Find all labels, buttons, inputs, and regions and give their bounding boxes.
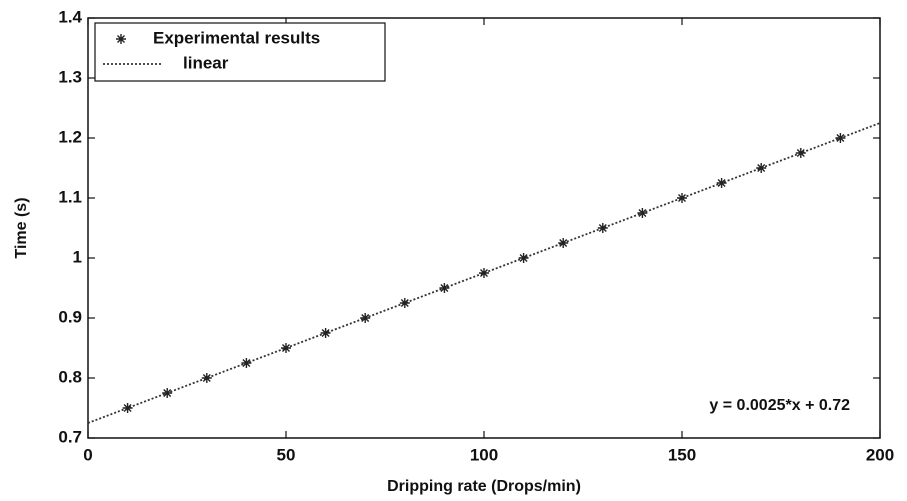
y-tick-label: 1.2 [58, 127, 82, 146]
data-point [439, 283, 450, 293]
data-point [558, 238, 569, 248]
data-point [399, 298, 410, 308]
y-tick-label: 0.7 [58, 427, 82, 446]
legend-label: linear [183, 53, 229, 72]
x-tick-label: 100 [470, 445, 498, 464]
data-point [756, 163, 767, 173]
annotation: y = 0.0025*x + 0.72 [709, 397, 850, 414]
data-point [320, 328, 331, 338]
data-point [597, 223, 608, 233]
y-tick-label: 0.9 [58, 307, 82, 326]
fit-line [87, 122, 881, 424]
y-tick-label: 1.3 [58, 67, 82, 86]
y-tick-label: 0.8 [58, 367, 82, 386]
data-point [360, 313, 371, 323]
data-point [637, 208, 648, 218]
data-point [518, 253, 529, 263]
x-tick-label: 0 [83, 445, 92, 464]
legend-label: Experimental results [153, 28, 320, 47]
y-tick-label: 1.1 [58, 187, 82, 206]
data-point [677, 193, 687, 203]
data-point [241, 358, 252, 368]
data-point [281, 343, 291, 353]
data-point [162, 388, 173, 398]
x-tick-label: 50 [277, 445, 296, 464]
data-point [795, 148, 806, 158]
data-point [122, 403, 133, 413]
y-axis-title: Time (s) [13, 197, 30, 258]
data-point [479, 268, 489, 278]
legend-box [94, 22, 386, 82]
y-tick-label: 1 [73, 247, 82, 266]
data-point [716, 178, 727, 188]
x-tick-label: 150 [668, 445, 696, 464]
x-axis-title: Dripping rate (Drops/min) [387, 478, 581, 495]
data-point [201, 373, 212, 383]
x-tick-label: 200 [866, 445, 894, 464]
legend-marker [116, 34, 126, 44]
data-point [835, 133, 846, 143]
y-tick-label: 1.4 [58, 7, 82, 26]
